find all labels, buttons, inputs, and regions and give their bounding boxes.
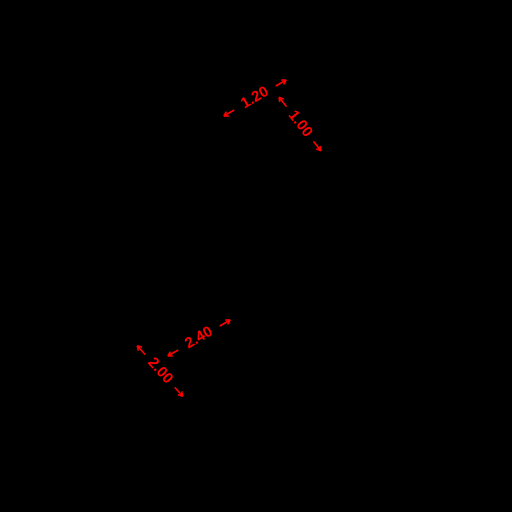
diagram-canvas: 1.201.002.402.00 [0,0,512,512]
background [0,0,512,512]
